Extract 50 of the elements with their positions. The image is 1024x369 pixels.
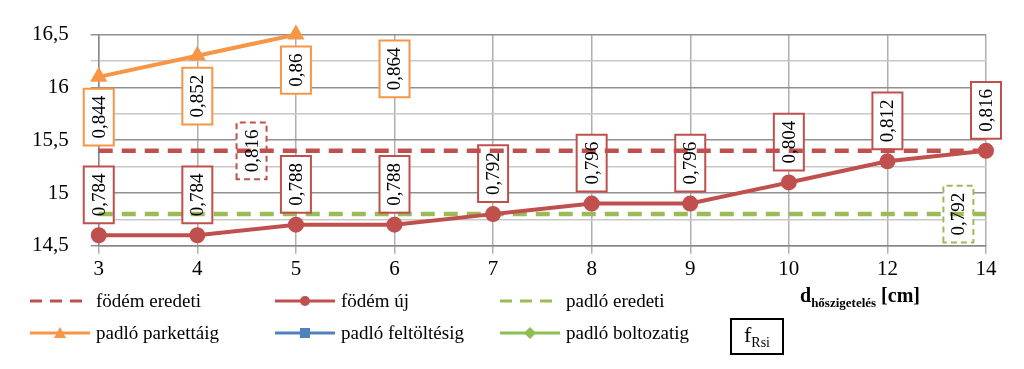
annotation: 0,816 <box>240 129 262 173</box>
annotation: 0,788 <box>284 162 306 206</box>
y-tick-label: 16 <box>47 73 69 98</box>
y-tick-label: 16,5 <box>32 21 69 46</box>
x-tick-label: 10 <box>778 255 800 280</box>
annotation: 0,796 <box>679 141 701 185</box>
legend-label: födém eredeti <box>96 290 201 312</box>
annotation: 0,788 <box>383 162 405 206</box>
legend-label: padló eredeti <box>566 290 665 312</box>
x-tick-label: 12 <box>876 255 898 280</box>
annotation: 0,792 <box>947 192 969 236</box>
annotation: 0,792 <box>482 152 504 196</box>
annotation: 0,86 <box>284 53 306 87</box>
x-axis-title: d$_{hőszigetelés}$ [cm] <box>800 284 920 311</box>
legend-label: padló boltozatig <box>566 322 689 344</box>
point <box>189 227 206 244</box>
annotation: 0,796 <box>580 141 602 185</box>
x-tick-label: 6 <box>389 255 400 280</box>
legend-label: padló parkettáig <box>96 322 219 344</box>
y-tick-label: 15,5 <box>32 126 69 151</box>
annotation: 0,812 <box>876 99 898 143</box>
point <box>583 195 600 212</box>
annotation: 0,864 <box>383 47 405 91</box>
x-tick-label: 3 <box>93 255 104 280</box>
x-tick-label: 8 <box>586 255 597 280</box>
point <box>682 195 699 212</box>
point <box>780 174 797 191</box>
point <box>386 216 403 233</box>
point <box>485 206 502 223</box>
x-tick-label: 7 <box>487 255 499 280</box>
y-tick-label: 14,5 <box>32 232 69 257</box>
annotation: 0,852 <box>186 74 208 118</box>
point <box>91 68 106 82</box>
x-tick-label: 5 <box>290 255 302 280</box>
legend-label: födém új <box>341 290 410 312</box>
legend-label: padló feltöltésig <box>341 322 464 344</box>
x-tick-label: 14 <box>975 255 997 280</box>
annotation: 0,816 <box>974 89 996 132</box>
point <box>879 153 896 170</box>
x-tick-label: 9 <box>685 255 696 280</box>
text: f$_{Rsi}$ <box>730 318 785 356</box>
point <box>190 47 205 61</box>
point <box>287 216 304 233</box>
annotation: 0,784 <box>87 172 109 217</box>
point <box>90 227 107 244</box>
y-tick-label: 15 <box>47 179 69 204</box>
annotation: 0,784 <box>186 172 208 217</box>
annotation: 0,844 <box>87 95 109 139</box>
annotation: 0,804 <box>777 120 799 164</box>
x-tick-label: 4 <box>192 255 204 280</box>
